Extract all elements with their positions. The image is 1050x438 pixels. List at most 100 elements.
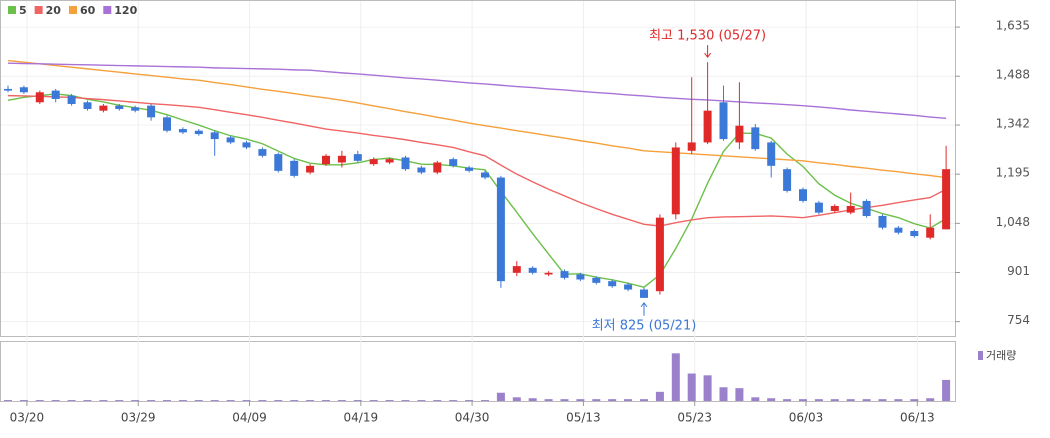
candle-body — [83, 102, 92, 109]
candle-body — [19, 87, 28, 93]
volume-bar — [369, 400, 378, 401]
candle-body — [846, 205, 855, 213]
annotation-low: 최저 825 (05/21) — [592, 318, 697, 333]
legend-swatch — [34, 6, 43, 14]
candle-body — [194, 130, 203, 135]
candle-body — [640, 289, 648, 298]
volume-bar — [846, 399, 855, 401]
candle-body — [894, 227, 903, 233]
candle-body — [449, 159, 458, 166]
volume-bar — [608, 399, 617, 401]
volume-bar — [401, 400, 410, 401]
x-tick-label: 04/30 — [455, 411, 490, 425]
volume-bar — [194, 400, 203, 401]
candle-body — [496, 177, 505, 282]
candle-body — [926, 227, 935, 238]
x-tick-label: 05/13 — [566, 411, 601, 425]
volume-bar — [131, 400, 140, 401]
volume-bar — [353, 400, 362, 401]
volume-bar — [51, 400, 60, 401]
ma-line — [7, 94, 947, 227]
volume-bar — [862, 399, 871, 401]
candle-body — [862, 200, 871, 216]
ma-line — [7, 93, 947, 288]
candle-body — [147, 105, 156, 118]
candle-body — [624, 284, 633, 290]
volume-bar — [178, 400, 187, 401]
candle-body — [814, 202, 823, 213]
legend-swatch — [8, 6, 16, 14]
candle-body — [687, 142, 696, 151]
volume-bar — [640, 399, 648, 401]
candle-body — [67, 95, 76, 104]
y-tick-label: 1,635 — [996, 19, 1030, 33]
candle-body — [655, 217, 664, 292]
candle-body — [226, 137, 235, 143]
candle-body — [751, 127, 760, 150]
candle-body — [703, 110, 712, 143]
price-panel — [0, 0, 956, 337]
candle-body — [337, 155, 346, 163]
candle-body — [719, 102, 728, 140]
candle-body — [385, 159, 394, 163]
volume-bar — [512, 397, 521, 401]
y-tick-label: 1,342 — [996, 117, 1030, 131]
volume-bar — [671, 353, 680, 401]
candle-body — [35, 92, 44, 103]
volume-bar — [290, 400, 299, 401]
candle-body — [512, 266, 521, 273]
candle-body — [671, 147, 680, 215]
candle-body — [830, 205, 839, 211]
volume-bar — [735, 388, 744, 401]
legend-label: 5 — [19, 4, 27, 17]
candle-body — [942, 169, 951, 230]
volume-bar — [210, 400, 219, 401]
candle-body — [465, 167, 474, 171]
candle-body — [799, 189, 807, 201]
annotation-arrow — [640, 302, 648, 316]
candle-body — [290, 160, 299, 176]
legend-swatch — [68, 6, 77, 14]
annotation-high: 최고 1,530 (05/27) — [649, 29, 766, 44]
volume-bar — [274, 400, 283, 401]
ma-line — [7, 62, 947, 120]
x-tick-label: 04/09 — [232, 411, 267, 425]
candle-body — [767, 142, 776, 166]
legend-label: 20 — [46, 4, 62, 17]
candle-body — [163, 117, 171, 131]
y-tick-label: 1,488 — [996, 68, 1030, 82]
volume-bar — [4, 400, 12, 401]
candle-body — [353, 154, 362, 161]
x-tick-label: 06/03 — [789, 411, 824, 425]
volume-bar — [560, 399, 569, 401]
legend-label: 120 — [114, 4, 137, 17]
legend-label: 60 — [80, 4, 96, 17]
candle-body — [783, 169, 792, 191]
volume-bar — [83, 400, 92, 401]
candle-body — [417, 167, 426, 173]
candle-body — [433, 162, 442, 173]
volume-bar — [751, 397, 760, 401]
candle-body — [306, 165, 315, 173]
volume-bar — [67, 400, 76, 401]
volume-bar — [878, 399, 887, 401]
legend-swatch — [103, 6, 112, 14]
candle-body — [528, 267, 537, 273]
volume-bar — [592, 399, 601, 401]
volume-bar — [799, 399, 807, 401]
volume-bar — [830, 399, 839, 401]
candle-body — [576, 274, 585, 280]
candle-body — [131, 107, 140, 111]
y-tick-label: 754 — [1007, 313, 1030, 327]
volume-bar — [926, 398, 935, 401]
candle-body — [878, 215, 887, 228]
volume-bar — [719, 387, 728, 401]
volume-bar — [242, 400, 251, 401]
candle-body — [481, 172, 489, 178]
candle-body — [4, 88, 12, 91]
annotation-arrow — [704, 45, 711, 59]
volume-bar — [910, 399, 919, 401]
x-tick-label: 03/29 — [121, 411, 156, 425]
y-tick-label: 1,195 — [996, 166, 1030, 180]
candle-body — [369, 159, 378, 165]
